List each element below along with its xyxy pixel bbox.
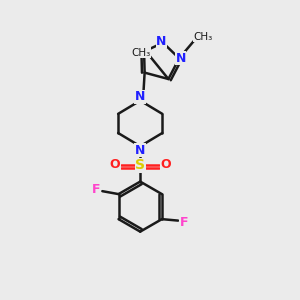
Text: O: O xyxy=(160,158,171,171)
Text: S: S xyxy=(135,158,145,172)
Text: O: O xyxy=(109,158,120,171)
Text: CH₃: CH₃ xyxy=(193,32,212,42)
Text: N: N xyxy=(156,35,167,48)
Text: N: N xyxy=(135,144,146,157)
Text: N: N xyxy=(176,52,186,65)
Text: N: N xyxy=(135,90,146,103)
Text: CH₃: CH₃ xyxy=(131,47,151,58)
Text: F: F xyxy=(180,216,188,229)
Text: F: F xyxy=(92,183,101,196)
